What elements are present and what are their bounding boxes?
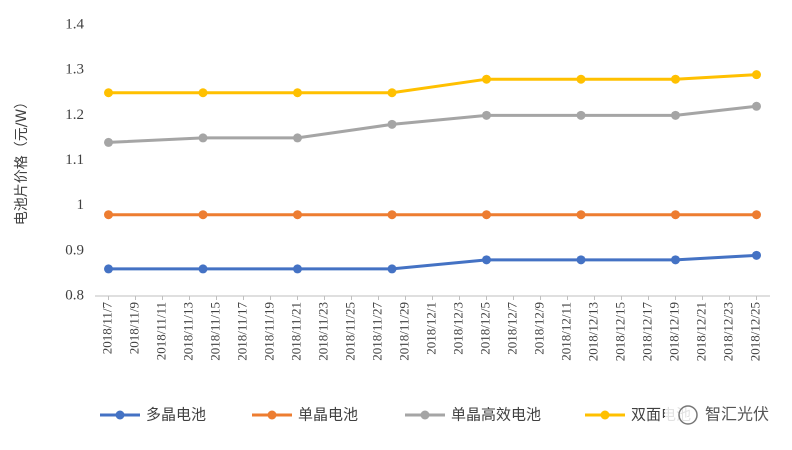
series-line bbox=[108, 104, 757, 144]
x-tick-label: 2018/12/17 bbox=[639, 302, 654, 362]
data-point bbox=[104, 210, 113, 220]
x-tick-label: 2018/11/7 bbox=[99, 302, 114, 355]
watermark: 智汇光伏 bbox=[705, 405, 769, 424]
x-tick-label: 2018/12/19 bbox=[666, 302, 681, 361]
series-line bbox=[108, 253, 757, 271]
data-point bbox=[104, 264, 113, 274]
data-point bbox=[387, 264, 397, 274]
x-tick-label: 2018/11/11 bbox=[153, 302, 168, 360]
data-point bbox=[387, 88, 397, 98]
x-tick-label: 2018/11/27 bbox=[369, 302, 384, 361]
data-point bbox=[293, 88, 302, 98]
series-line bbox=[108, 73, 757, 95]
x-tick-label: 2018/11/17 bbox=[234, 302, 249, 361]
x-tick-label: 2018/12/3 bbox=[450, 302, 465, 355]
y-tick-label: 1.4 bbox=[65, 16, 84, 32]
data-point bbox=[293, 210, 302, 220]
x-tick-label: 2018/12/15 bbox=[612, 302, 627, 361]
legend-marker bbox=[600, 410, 610, 420]
x-tick-label: 2018/12/9 bbox=[531, 302, 546, 355]
data-point bbox=[576, 110, 586, 120]
y-tick-label: 1.3 bbox=[65, 62, 84, 78]
data-point bbox=[671, 74, 680, 84]
data-point bbox=[198, 210, 208, 220]
y-axis-label: 电池片价格（元/W） bbox=[14, 95, 30, 226]
data-point bbox=[576, 74, 586, 84]
legend-label: 单晶电池 bbox=[298, 406, 358, 424]
x-tick-label: 2018/12/25 bbox=[747, 302, 762, 361]
legend-marker bbox=[115, 410, 125, 420]
y-tick-label: 1.2 bbox=[65, 107, 84, 123]
x-tick-label: 2018/12/1 bbox=[423, 302, 438, 355]
data-point bbox=[671, 210, 680, 220]
data-point bbox=[104, 88, 113, 98]
data-point bbox=[752, 210, 761, 220]
watermark-bg bbox=[665, 402, 770, 428]
data-point bbox=[293, 133, 302, 143]
legend-label: 单晶高效电池 bbox=[451, 406, 541, 424]
data-point bbox=[198, 264, 208, 274]
data-point bbox=[482, 110, 491, 120]
x-tick-label: 2018/12/13 bbox=[585, 302, 600, 361]
x-tick-label: 2018/11/9 bbox=[126, 302, 141, 354]
x-tick-label: 2018/12/11 bbox=[558, 302, 573, 361]
data-point bbox=[387, 119, 397, 129]
x-tick-label: 2018/11/19 bbox=[261, 302, 276, 361]
data-point bbox=[671, 110, 680, 120]
legend-marker bbox=[420, 410, 430, 420]
data-point bbox=[752, 250, 761, 260]
data-point bbox=[576, 210, 586, 220]
x-tick-label: 2018/11/15 bbox=[207, 302, 222, 361]
legend-marker bbox=[267, 410, 277, 420]
y-tick-label: 0.9 bbox=[65, 242, 84, 258]
data-point bbox=[752, 70, 761, 80]
watermark-icon bbox=[678, 405, 698, 425]
data-point bbox=[293, 264, 302, 274]
x-tick-label: 2018/12/23 bbox=[720, 302, 735, 361]
data-point bbox=[104, 137, 113, 147]
x-tick-label: 2018/11/21 bbox=[288, 302, 303, 361]
x-tick-label: 2018/11/29 bbox=[396, 302, 411, 361]
x-tick-label: 2018/11/13 bbox=[180, 302, 195, 361]
data-point bbox=[482, 74, 491, 84]
data-point bbox=[671, 255, 680, 265]
x-tick-label: 2018/11/23 bbox=[315, 302, 330, 361]
data-point bbox=[198, 133, 208, 143]
data-point bbox=[198, 88, 208, 98]
data-point bbox=[482, 210, 491, 220]
x-tick-label: 2018/12/21 bbox=[693, 302, 708, 361]
y-tick-label: 1 bbox=[77, 197, 85, 213]
legend-label: 多晶电池 bbox=[146, 406, 206, 424]
data-point bbox=[387, 210, 397, 220]
x-tick-label: 2018/12/7 bbox=[504, 302, 519, 355]
y-tick-label: 0.8 bbox=[65, 287, 84, 303]
x-tick-label: 2018/11/25 bbox=[342, 302, 357, 361]
x-tick-label: 2018/12/5 bbox=[477, 302, 492, 355]
data-point bbox=[576, 255, 586, 265]
data-point bbox=[482, 255, 491, 265]
data-point bbox=[752, 101, 761, 111]
y-tick-label: 1.1 bbox=[65, 152, 84, 168]
